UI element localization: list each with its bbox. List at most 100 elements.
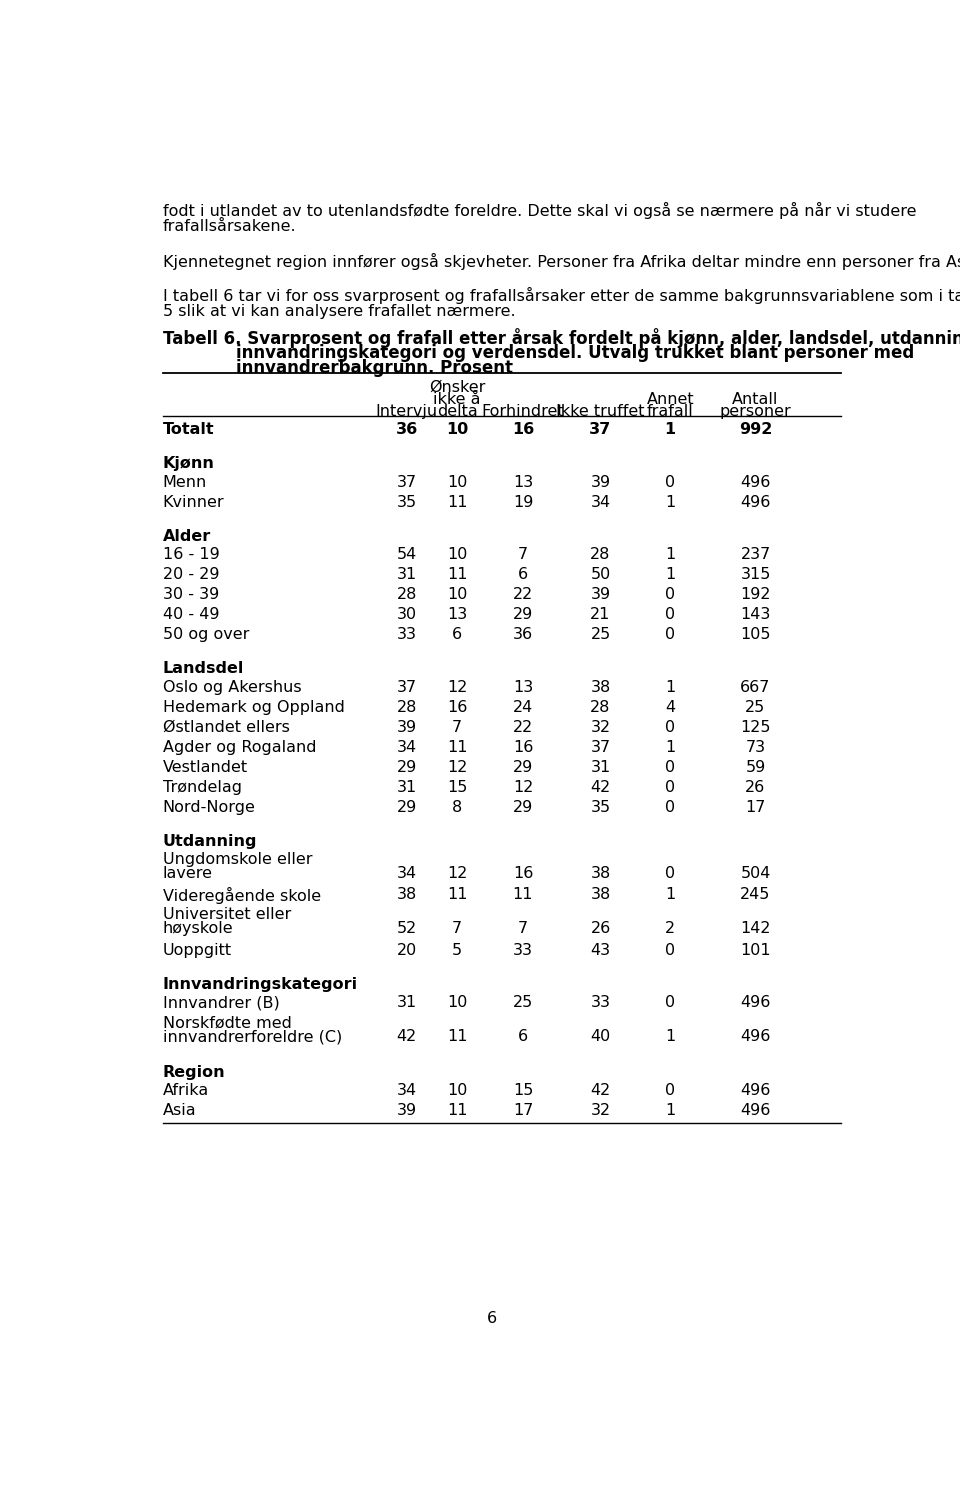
Text: 142: 142 — [740, 921, 771, 936]
Text: 10: 10 — [447, 548, 468, 563]
Text: 54: 54 — [396, 548, 417, 563]
Text: 10: 10 — [447, 474, 468, 489]
Text: Antall: Antall — [732, 391, 779, 406]
Text: 33: 33 — [590, 995, 611, 1010]
Text: 667: 667 — [740, 680, 771, 695]
Text: 992: 992 — [739, 423, 772, 438]
Text: 42: 42 — [396, 1029, 417, 1044]
Text: 0: 0 — [665, 944, 675, 957]
Text: 7: 7 — [452, 921, 462, 936]
Text: 37: 37 — [396, 474, 417, 489]
Text: Uoppgitt: Uoppgitt — [162, 944, 231, 957]
Text: 10: 10 — [447, 587, 468, 602]
Text: 12: 12 — [447, 680, 468, 695]
Text: 0: 0 — [665, 719, 675, 734]
Text: 31: 31 — [396, 780, 417, 795]
Text: 13: 13 — [513, 680, 533, 695]
Text: 11: 11 — [513, 888, 533, 903]
Text: 496: 496 — [740, 495, 771, 510]
Text: 7: 7 — [518, 548, 528, 563]
Text: 1: 1 — [665, 495, 676, 510]
Text: Forhindret: Forhindret — [482, 403, 564, 418]
Text: 125: 125 — [740, 719, 771, 734]
Text: 40 - 49: 40 - 49 — [162, 607, 219, 622]
Text: 17: 17 — [513, 1103, 533, 1118]
Text: 38: 38 — [590, 680, 611, 695]
Text: 6: 6 — [452, 628, 462, 643]
Text: 73: 73 — [745, 739, 765, 754]
Text: Agder og Rogaland: Agder og Rogaland — [162, 739, 316, 754]
Text: 38: 38 — [590, 865, 611, 880]
Text: 4: 4 — [665, 700, 675, 715]
Text: frafallsårsakene.: frafallsårsakene. — [162, 220, 297, 235]
Text: Østlandet ellers: Østlandet ellers — [162, 719, 290, 734]
Text: 50: 50 — [590, 567, 611, 582]
Text: 17: 17 — [745, 799, 766, 814]
Text: 20 - 29: 20 - 29 — [162, 567, 219, 582]
Text: innvandrerforeldre (C): innvandrerforeldre (C) — [162, 1029, 342, 1044]
Text: 1: 1 — [665, 1103, 676, 1118]
Text: 34: 34 — [396, 1084, 417, 1099]
Text: 22: 22 — [513, 719, 533, 734]
Text: 36: 36 — [396, 423, 418, 438]
Text: 315: 315 — [740, 567, 771, 582]
Text: 20: 20 — [396, 944, 417, 957]
Text: 0: 0 — [665, 865, 675, 880]
Text: 1: 1 — [665, 680, 676, 695]
Text: Trøndelag: Trøndelag — [162, 780, 242, 795]
Text: 1: 1 — [664, 423, 676, 438]
Text: Ungdomskole eller: Ungdomskole eller — [162, 852, 312, 867]
Text: 22: 22 — [513, 587, 533, 602]
Text: 33: 33 — [513, 944, 533, 957]
Text: 496: 496 — [740, 995, 771, 1010]
Text: 16: 16 — [512, 423, 534, 438]
Text: 37: 37 — [589, 423, 612, 438]
Text: innvandringskategori og verdensdel. Utvalg trukket blant personer med: innvandringskategori og verdensdel. Utva… — [236, 343, 915, 361]
Text: 26: 26 — [590, 921, 611, 936]
Text: 29: 29 — [396, 760, 417, 775]
Text: Nord-Norge: Nord-Norge — [162, 799, 255, 814]
Text: personer: personer — [720, 403, 791, 418]
Text: 31: 31 — [396, 995, 417, 1010]
Text: 24: 24 — [513, 700, 533, 715]
Text: 504: 504 — [740, 865, 771, 880]
Text: Menn: Menn — [162, 474, 206, 489]
Text: Landsdel: Landsdel — [162, 661, 244, 676]
Text: Ikke truffet: Ikke truffet — [556, 403, 645, 418]
Text: 0: 0 — [665, 587, 675, 602]
Text: 52: 52 — [396, 921, 417, 936]
Text: 6: 6 — [518, 1029, 528, 1044]
Text: 0: 0 — [665, 1084, 675, 1099]
Text: 28: 28 — [396, 700, 417, 715]
Text: 25: 25 — [745, 700, 766, 715]
Text: 496: 496 — [740, 474, 771, 489]
Text: 37: 37 — [396, 680, 417, 695]
Text: 15: 15 — [447, 780, 468, 795]
Text: 1: 1 — [665, 888, 676, 903]
Text: 28: 28 — [590, 548, 611, 563]
Text: 38: 38 — [396, 888, 417, 903]
Text: 50 og over: 50 og over — [162, 628, 249, 643]
Text: 6: 6 — [487, 1311, 497, 1326]
Text: 11: 11 — [446, 888, 468, 903]
Text: Annet: Annet — [646, 391, 694, 406]
Text: 0: 0 — [665, 628, 675, 643]
Text: 16: 16 — [513, 865, 533, 880]
Text: 38: 38 — [590, 888, 611, 903]
Text: 39: 39 — [396, 719, 417, 734]
Text: 37: 37 — [590, 739, 611, 754]
Text: 11: 11 — [446, 495, 468, 510]
Text: Utdanning: Utdanning — [162, 834, 257, 849]
Text: 16 - 19: 16 - 19 — [162, 548, 220, 563]
Text: Universitet eller: Universitet eller — [162, 908, 291, 923]
Text: 29: 29 — [513, 760, 533, 775]
Text: 0: 0 — [665, 780, 675, 795]
Text: 6: 6 — [518, 567, 528, 582]
Text: 28: 28 — [590, 700, 611, 715]
Text: 245: 245 — [740, 888, 771, 903]
Text: 36: 36 — [513, 628, 533, 643]
Text: Innvandringskategori: Innvandringskategori — [162, 977, 358, 992]
Text: Kjennetegnet region innfører også skjevheter. Personer fra Afrika deltar mindre : Kjennetegnet region innfører også skjevh… — [162, 253, 960, 269]
Text: 143: 143 — [740, 607, 771, 622]
Text: 42: 42 — [590, 780, 611, 795]
